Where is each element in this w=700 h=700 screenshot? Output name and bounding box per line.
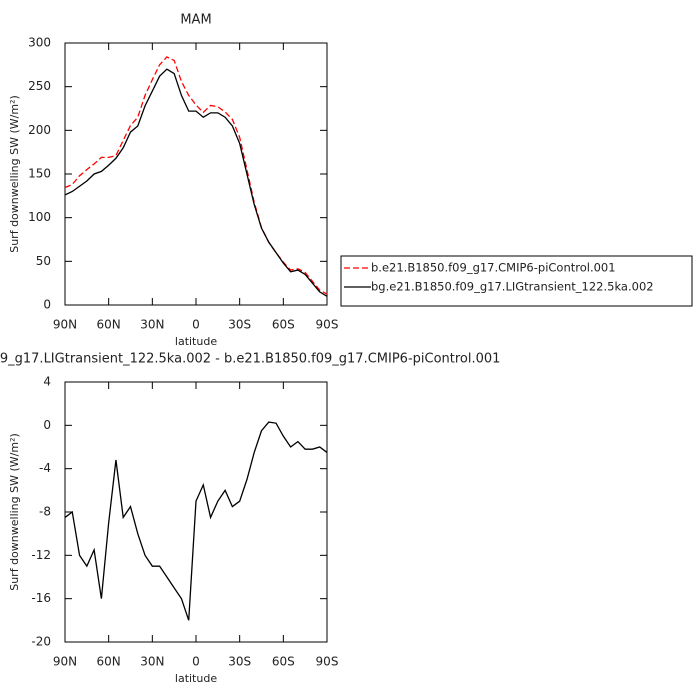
x-tick-label: 90N [53, 655, 77, 669]
x-tick-label: 0 [192, 655, 200, 669]
x-tick-label: 0 [192, 318, 200, 332]
data-line [64, 56, 328, 295]
y-axis-label: Surf downwelling SW (W/m²) [8, 95, 21, 253]
x-tick-label: 30S [228, 318, 251, 332]
y-tick-label: -8 [39, 505, 51, 519]
x-tick-label: 30N [140, 318, 164, 332]
legend-box [340, 255, 693, 307]
y-tick-label: -4 [39, 461, 51, 475]
data-line [64, 421, 328, 621]
y-axis-label: Surf downwelling SW (W/m²) [8, 433, 21, 591]
x-axis-label: latitude [175, 335, 217, 348]
plot-frame [64, 42, 328, 306]
legend-label: b.e21.B1850.f09_g17.CMIP6-piControl.001 [371, 261, 616, 275]
y-tick-label: 300 [28, 36, 51, 50]
x-tick-label: 90S [316, 318, 339, 332]
data-line [64, 68, 328, 297]
y-tick-label: 200 [28, 123, 51, 137]
y-tick-label: 4 [43, 375, 51, 389]
y-tick-label: 100 [28, 210, 51, 224]
x-axis-label: latitude [175, 672, 217, 685]
y-tick-label: 50 [36, 254, 51, 268]
x-tick-label: 90N [53, 318, 77, 332]
y-tick-label: -12 [31, 548, 51, 562]
y-tick-label: 150 [28, 167, 51, 181]
x-tick-label: 30S [228, 655, 251, 669]
y-tick-label: -16 [31, 591, 51, 605]
x-tick-label: 60N [97, 655, 121, 669]
chart-title: bg.e21.B1850.f09_g17.LIGtransient_122.5k… [0, 352, 500, 367]
x-tick-label: 60S [272, 318, 295, 332]
x-tick-label: 60N [97, 318, 121, 332]
y-tick-label: -20 [31, 635, 51, 649]
x-tick-label: 30N [140, 655, 164, 669]
plot-frame [64, 381, 328, 643]
y-tick-label: 250 [28, 79, 51, 93]
y-tick-label: 0 [43, 298, 51, 312]
x-tick-label: 90S [316, 655, 339, 669]
chart-title: MAM [180, 13, 211, 28]
x-tick-label: 60S [272, 655, 295, 669]
legend-label: bg.e21.B1850.f09_g17.LIGtransient_122.5k… [371, 280, 654, 294]
y-tick-label: 0 [43, 418, 51, 432]
